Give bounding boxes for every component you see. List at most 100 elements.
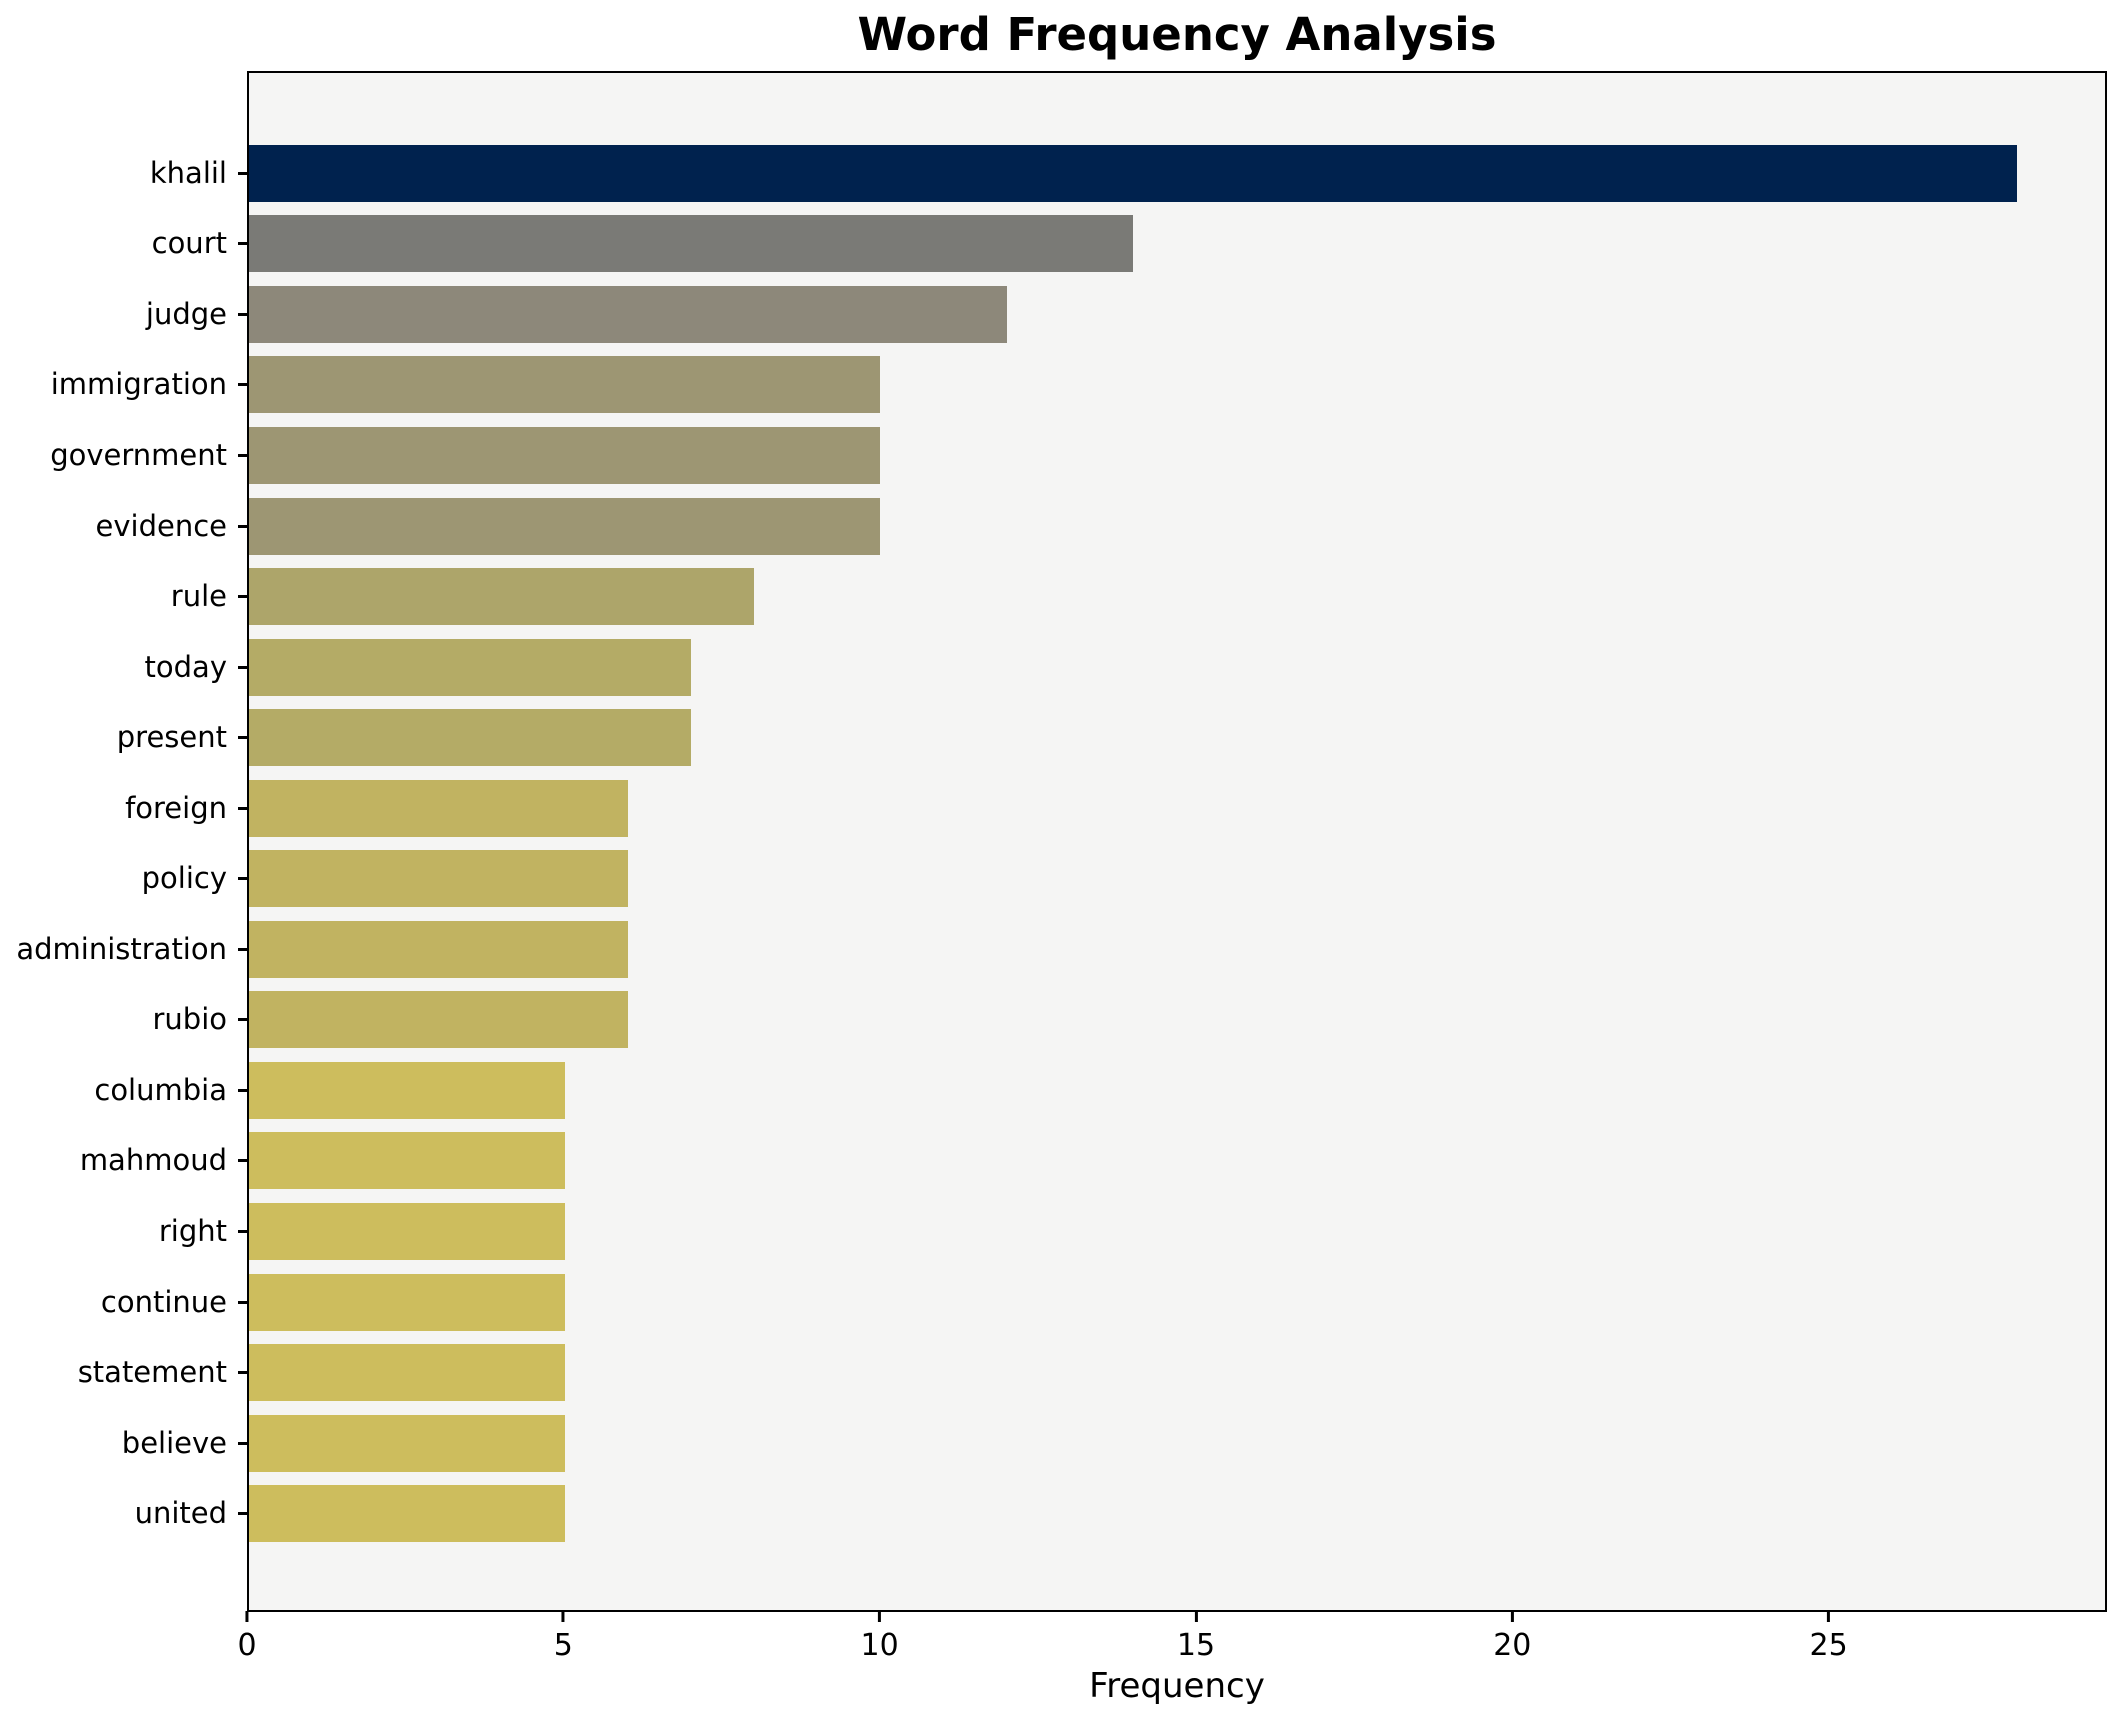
bar-row: evidence — [96, 491, 2105, 562]
bar-continue — [249, 1273, 565, 1331]
bar-policy — [249, 850, 628, 908]
bar-rubio — [249, 991, 628, 1049]
bar-row: rubio — [152, 985, 2105, 1056]
bar-row: present — [117, 702, 2105, 773]
bar-government — [249, 426, 881, 484]
bar-row: columbia — [94, 1055, 2105, 1126]
y-tick-label: immigration — [50, 367, 227, 402]
y-tick-mark — [238, 1512, 249, 1516]
x-axis-label: Frequency — [1089, 1666, 1265, 1706]
y-tick-mark — [238, 453, 249, 457]
bar-row: foreign — [125, 773, 2105, 844]
y-tick-mark — [238, 1371, 249, 1375]
y-tick-label: present — [116, 720, 227, 755]
y-tick-mark — [238, 383, 249, 387]
bar-rule — [249, 568, 755, 626]
bar-foreign — [249, 779, 628, 837]
y-tick-label: today — [144, 649, 227, 684]
x-tick-label: 25 — [1809, 1628, 1848, 1663]
bar-court — [249, 215, 1133, 273]
y-tick-label: evidence — [95, 508, 227, 543]
bar-row: continue — [101, 1267, 2105, 1338]
bar-row: court — [152, 209, 2105, 280]
bar-row: khalil — [150, 138, 2105, 209]
x-axis: 0 5 10 15 20 25 — [237, 1611, 2107, 1681]
bar-row: administration — [16, 914, 2105, 985]
x-tick-mark — [1827, 1611, 1831, 1622]
bar-row: government — [50, 420, 2105, 491]
y-tick-label: statement — [77, 1355, 227, 1390]
y-tick-label: mahmoud — [79, 1143, 227, 1178]
y-tick-mark — [238, 1300, 249, 1304]
y-tick-mark — [238, 1229, 249, 1233]
y-tick-mark — [238, 1018, 249, 1022]
x-tick: 5 — [554, 1611, 573, 1661]
y-tick-label: policy — [141, 861, 227, 896]
bar-mahmoud — [249, 1132, 565, 1190]
x-tick-label: 10 — [860, 1628, 899, 1663]
y-tick-mark — [238, 736, 249, 740]
y-tick-mark — [238, 242, 249, 246]
bar-believe — [249, 1414, 565, 1472]
y-tick-mark — [238, 595, 249, 599]
bar-row: judge — [146, 279, 2105, 350]
y-tick-mark — [238, 1441, 249, 1445]
y-tick-mark — [238, 171, 249, 175]
bar-administration — [249, 920, 628, 978]
bar-row: mahmoud — [80, 1126, 2105, 1197]
x-tick-label: 5 — [553, 1628, 573, 1663]
x-tick: 15 — [1177, 1611, 1215, 1661]
y-tick-mark — [238, 1159, 249, 1163]
x-tick-mark — [1510, 1611, 1514, 1622]
plot-area: khalil court judge immigration government evi… — [16, 71, 2107, 1612]
y-tick-label: rule — [170, 579, 227, 614]
y-tick-mark — [238, 1088, 249, 1092]
x-tick-label: 0 — [237, 1628, 257, 1663]
y-tick-label: united — [134, 1496, 227, 1531]
bar-judge — [249, 285, 1007, 343]
x-tick-label: 20 — [1493, 1628, 1532, 1663]
x-tick-mark — [1194, 1611, 1198, 1622]
y-tick-mark — [238, 524, 249, 528]
bar-row: believe — [122, 1408, 2105, 1479]
bar-row: united — [135, 1478, 2105, 1549]
y-tick-label: rubio — [152, 1002, 227, 1037]
bar-row: rule — [171, 561, 2105, 632]
x-tick-mark — [561, 1611, 565, 1622]
bar-row: today — [145, 632, 2105, 703]
y-tick-mark — [238, 665, 249, 669]
bar-right — [249, 1202, 565, 1260]
y-tick-label: right — [158, 1213, 227, 1248]
x-tick: 0 — [237, 1611, 257, 1663]
y-tick-label: court — [151, 226, 227, 261]
y-tick-mark — [238, 312, 249, 316]
y-tick-mark — [238, 947, 249, 951]
bar-united — [249, 1485, 565, 1543]
y-tick-label: believe — [121, 1425, 227, 1460]
y-tick-label: khalil — [149, 155, 227, 190]
y-tick-mark — [238, 877, 249, 881]
x-tick: 20 — [1493, 1611, 1531, 1661]
y-tick-label: government — [50, 437, 227, 472]
y-tick-mark — [238, 806, 249, 810]
bar-row: right — [159, 1196, 2105, 1267]
bar-immigration — [249, 356, 881, 414]
bars-container: khalil court judge immigration government evi… — [16, 73, 2105, 1610]
x-tick: 25 — [1810, 1611, 1848, 1661]
y-tick-label: foreign — [125, 790, 227, 825]
bar-row: policy — [142, 843, 2105, 914]
y-tick-label: administration — [16, 931, 227, 966]
bar-columbia — [249, 1061, 565, 1119]
x-tick: 10 — [861, 1611, 899, 1661]
y-tick-label: judge — [145, 296, 227, 331]
y-tick-label: continue — [100, 1284, 227, 1319]
bar-today — [249, 638, 691, 696]
y-tick-label: columbia — [94, 1072, 227, 1107]
bar-row: immigration — [51, 350, 2105, 421]
bar-present — [249, 709, 691, 767]
bar-khalil — [249, 144, 2017, 202]
x-tick-mark — [878, 1611, 882, 1622]
x-tick-mark — [245, 1611, 249, 1622]
bar-evidence — [249, 497, 881, 555]
